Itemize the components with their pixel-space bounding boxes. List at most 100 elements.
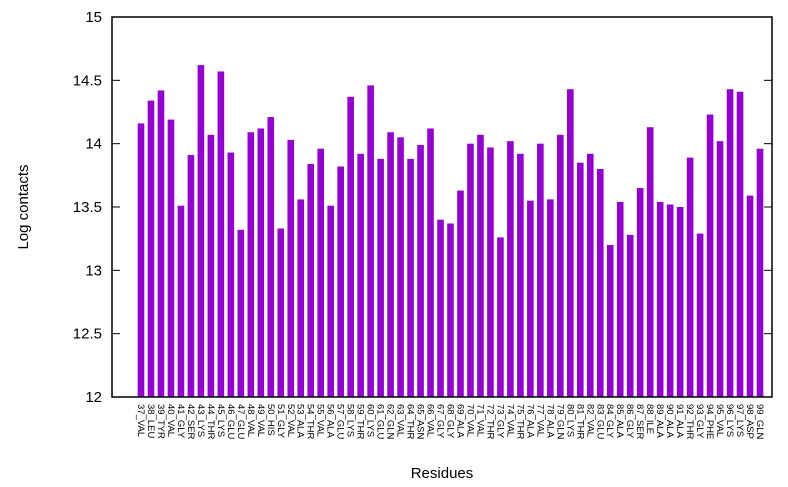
x-tick-label: 41_GLY [175,404,186,439]
bar [207,134,215,398]
x-tick-label: 78_ALA [544,404,555,438]
bar [606,245,614,397]
x-tick-label: 55_VAL [315,404,326,437]
bar [307,163,315,397]
bar [147,100,155,397]
x-tick-label: 62_GLN [385,404,396,440]
x-tick-label: 95_VAL [714,404,725,437]
bar [736,91,744,397]
x-tick-label: 58_LYS [345,404,356,437]
x-tick-label: 38_LEU [145,404,156,438]
plot-frame [111,16,773,398]
x-tick-label: 76_ALA [524,404,535,438]
x-axis-label: Residues [411,465,474,482]
x-tick-label: 70_VAL [464,404,475,437]
x-tick-label: 54_THR [305,404,316,440]
x-tick-label: 71_VAL [474,404,485,437]
x-tick-label: 88_ILE [644,404,655,434]
x-tick-label: 52_VAL [285,404,296,437]
bar [297,199,305,397]
bar [756,148,764,397]
x-tick-label: 59_THR [355,404,366,440]
bar [626,234,634,397]
x-tick-label: 64_THR [405,404,416,440]
x-tick-label: 65_ASN [415,404,426,440]
bar [227,152,235,397]
x-tick-label: 74_VAL [504,404,515,437]
bar [696,233,704,397]
bar [167,119,175,397]
x-tick-label: 42_SER [185,404,196,440]
x-tick-label: 45_LYS [215,404,226,437]
x-tick-label: 48_VAL [245,404,256,437]
bar [157,90,165,397]
x-tick-label: 91_ALA [674,404,685,438]
bar [137,123,145,398]
bar [457,190,464,397]
x-tick-label: 61_GLU [375,404,386,440]
x-tick-label: 43_LYS [195,404,206,437]
x-tick-label: 44_THR [205,404,216,440]
bar [586,153,594,397]
y-tick-label: 13 [85,262,102,279]
bar [726,89,734,397]
bar [337,166,344,397]
y-tick-label: 13.5 [73,199,102,216]
y-tick-label: 14 [85,136,102,153]
x-tick-label: 86_GLY [624,404,635,439]
bar [447,223,454,397]
bar [477,134,484,398]
bar [377,158,384,397]
bar [217,71,225,397]
x-tick-label: 97_LYS [734,404,745,437]
bar [247,132,255,397]
bar [497,237,504,397]
bar [397,137,404,397]
bar [686,157,694,397]
x-tick-label: 84_GLY [604,404,615,439]
bar [746,195,754,397]
bar [287,139,295,397]
bar [187,155,195,397]
x-tick-label: 93_GLY [694,404,705,439]
bar [317,148,325,397]
bar [237,229,245,397]
x-tick-label: 47_GLU [235,404,246,440]
bar [257,128,265,397]
x-tick-label: 98_ASP [744,404,755,439]
bar [596,169,604,397]
x-tick-label: 94_PHE [704,404,715,439]
x-tick-label: 56_ALA [325,404,336,438]
bar [347,96,354,398]
y-axis-label: Log contacts [15,164,32,249]
bar [177,205,185,397]
y-tick-label: 12.5 [73,326,102,343]
x-tick-label: 81_THR [574,404,585,440]
y-tick-label: 12 [85,389,102,406]
bar [616,201,624,397]
bar [547,199,554,397]
x-tick-label: 69_ALA [454,404,465,438]
bar [636,188,644,397]
y-tick-label: 14.5 [73,72,102,89]
bar [367,85,374,398]
bar [557,134,564,398]
x-tick-label: 73_GLY [494,404,505,439]
x-tick-label: 53_ALA [295,404,306,438]
bar [277,228,285,397]
x-tick-label: 39_TYR [155,404,166,439]
x-tick-label: 37_VAL [135,404,146,437]
bar [417,144,424,397]
bar [716,141,724,397]
x-tick-label: 80_LYS [564,404,575,437]
x-tick-label: 89_ALA [654,404,665,438]
bar [537,143,544,397]
bar [407,158,414,397]
x-tick-label: 67_GLY [435,404,446,439]
bar [676,207,684,397]
x-tick-label: 51_GLY [275,404,286,439]
x-tick-label: 66_VAL [425,404,436,437]
x-tick-label: 63_VAL [395,404,406,437]
x-tick-label: 90_ALA [664,404,675,438]
